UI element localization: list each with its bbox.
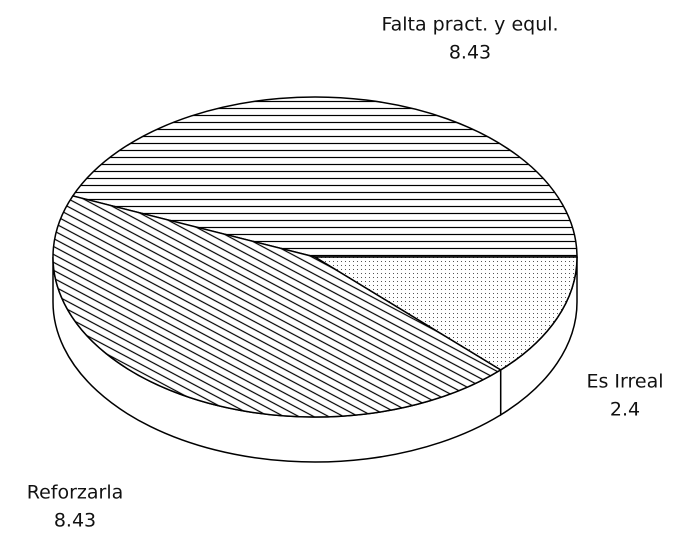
slice-label: Reforzarla <box>27 482 124 504</box>
pie-slice <box>71 96 578 258</box>
slice-value: 2.4 <box>610 399 640 421</box>
slice-label: Falta pract. y equl. <box>381 14 558 36</box>
pie-top <box>52 96 578 418</box>
slice-label: Es Irreal <box>586 371 663 393</box>
pie-slice <box>312 256 578 371</box>
labels: Falta pract. y equl. 8.43 Reforzarla 8.43 Es… <box>27 14 664 532</box>
slice-value: 8.43 <box>54 510 96 532</box>
slice-value: 8.43 <box>449 42 491 64</box>
pie-slice <box>52 195 503 418</box>
